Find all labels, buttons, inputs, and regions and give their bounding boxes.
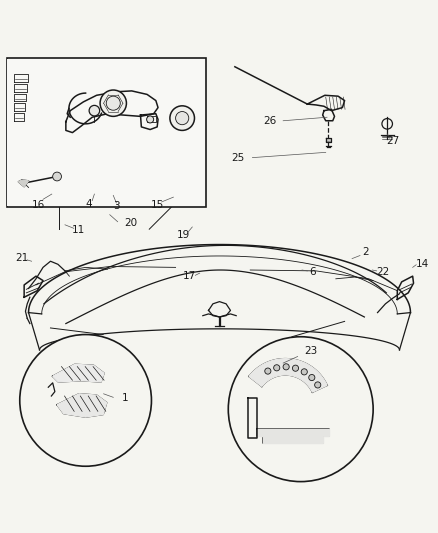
Circle shape — [228, 337, 372, 482]
Polygon shape — [53, 365, 104, 382]
Text: 19: 19 — [177, 230, 190, 240]
Circle shape — [20, 335, 151, 466]
Circle shape — [175, 111, 188, 125]
Circle shape — [264, 368, 270, 374]
Text: 17: 17 — [183, 271, 196, 281]
Text: 11: 11 — [71, 225, 85, 235]
Circle shape — [308, 375, 314, 381]
Text: 21: 21 — [15, 253, 28, 263]
Text: 2: 2 — [361, 247, 368, 257]
Text: 23: 23 — [303, 346, 316, 356]
Bar — [7, 58, 206, 207]
Circle shape — [314, 382, 320, 388]
Text: 22: 22 — [375, 267, 389, 277]
Circle shape — [89, 106, 99, 116]
Circle shape — [273, 365, 279, 371]
Circle shape — [283, 364, 289, 370]
Circle shape — [170, 106, 194, 131]
Text: 16: 16 — [32, 200, 45, 210]
Circle shape — [106, 96, 120, 110]
Polygon shape — [248, 359, 326, 392]
Circle shape — [146, 116, 153, 123]
Circle shape — [100, 90, 126, 116]
Circle shape — [300, 369, 307, 375]
Polygon shape — [57, 394, 106, 417]
Circle shape — [292, 365, 298, 372]
Text: 15: 15 — [150, 200, 163, 210]
Text: 14: 14 — [415, 260, 428, 269]
Circle shape — [53, 172, 61, 181]
Text: 20: 20 — [124, 217, 137, 228]
Text: 4: 4 — [85, 199, 92, 209]
Polygon shape — [256, 429, 328, 443]
Text: 26: 26 — [263, 116, 276, 126]
Text: 27: 27 — [385, 136, 399, 147]
Bar — [7, 59, 205, 206]
Text: 6: 6 — [308, 267, 315, 277]
Text: 1: 1 — [122, 393, 128, 403]
Text: 3: 3 — [113, 201, 120, 211]
Text: 25: 25 — [231, 152, 244, 163]
Polygon shape — [18, 180, 28, 187]
